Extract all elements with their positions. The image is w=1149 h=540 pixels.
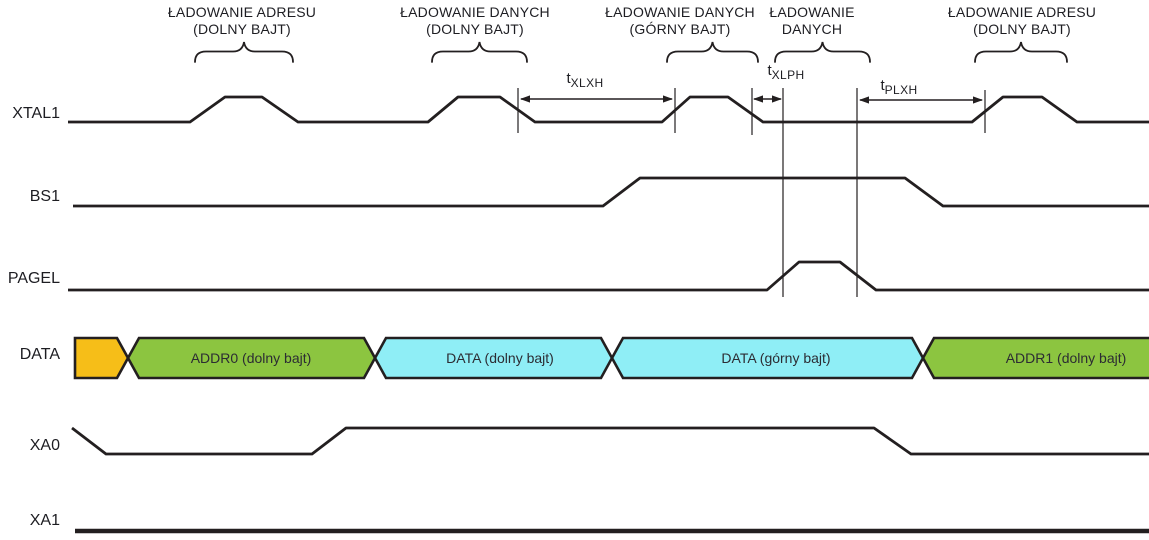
timing-arrow-xlph [753,95,782,103]
signal-label-pagel: PAGEL [7,270,60,287]
bus-segment-addr1 [921,336,1149,380]
signal-label-xa1: XA1 [29,512,60,529]
bus-segment-idle [73,336,130,380]
phase-label-line2: (DOLNY BAJT) [973,20,1071,37]
arrowhead-right [663,95,673,103]
timing-subscript: XLXH [570,76,604,90]
signal-label-bs1: BS1 [29,188,60,205]
timing-label-xlph: tXLPH [767,62,804,82]
arrowhead-left [753,95,763,103]
timing-symbol: t [880,77,885,94]
bus-segment-label: ADDR1 (dolny bajt) [1005,350,1127,366]
phase-label-1: ŁADOWANIE ADRESU (DOLNY BAJT) [168,4,316,37]
phase-label-3: ŁADOWANIE DANYCH (GÓRNY BAJT) [605,4,755,37]
phase-label-line2: (DOLNY BAJT) [426,20,524,37]
timing-arrow-xlxh [520,95,673,103]
phase-label-4: ŁADOWANIE DANYCH [769,4,854,37]
timing-label-plxh: tPLXH [880,77,917,97]
arrowhead-right [772,95,782,103]
brace-2 [431,41,528,63]
signal-label-xa0: XA0 [29,437,60,454]
brace-1 [194,41,294,63]
phase-label-line1: ŁADOWANIE ADRESU [167,4,317,20]
phase-label-5: ŁADOWANIE ADRESU (DOLNY BAJT) [948,4,1096,37]
bus-segment-label: DATA (dolny bajt) [446,350,554,366]
timing-subscript: PLXH [884,83,918,97]
signal-label-xtal1: XTAL1 [12,105,60,122]
timing-symbol: t [566,70,571,87]
phase-label-line2: DANYCH [781,20,843,37]
pagel-waveform [68,260,1149,292]
arrowhead-right [973,96,983,104]
brace-3 [666,41,759,63]
timing-arrow-plxh [859,96,983,104]
phase-label-line2: (DOLNY BAJT) [193,20,291,37]
bus-segment-label: DATA (górny bajt) [721,350,831,366]
phase-label-line1: ŁADOWANIE DANYCH [400,4,550,20]
brace-5 [974,41,1068,63]
brace-4 [774,41,871,63]
timing-symbol: t [767,62,772,79]
signal-label-data: DATA [19,346,60,363]
arrowhead-left [859,96,869,104]
xtal1-waveform [68,95,1149,124]
timing-subscript: XLPH [771,68,805,82]
phase-label-line1: ŁADOWANIE ADRESU [947,4,1097,20]
bus-segment-label: ADDR0 (dolny bajt) [190,350,312,366]
timing-label-xlxh: tXLXH [566,70,603,90]
xa0-waveform [71,426,1149,456]
bs1-waveform [73,176,1149,208]
phase-label-line2: (GÓRNY BAJT) [629,20,731,37]
arrowhead-left [520,95,530,103]
phase-label-2: ŁADOWANIE DANYCH (DOLNY BAJT) [400,4,550,37]
phase-label-line1: ŁADOWANIE DANYCH [605,4,755,20]
phase-label-line1: ŁADOWANIE [769,4,855,20]
